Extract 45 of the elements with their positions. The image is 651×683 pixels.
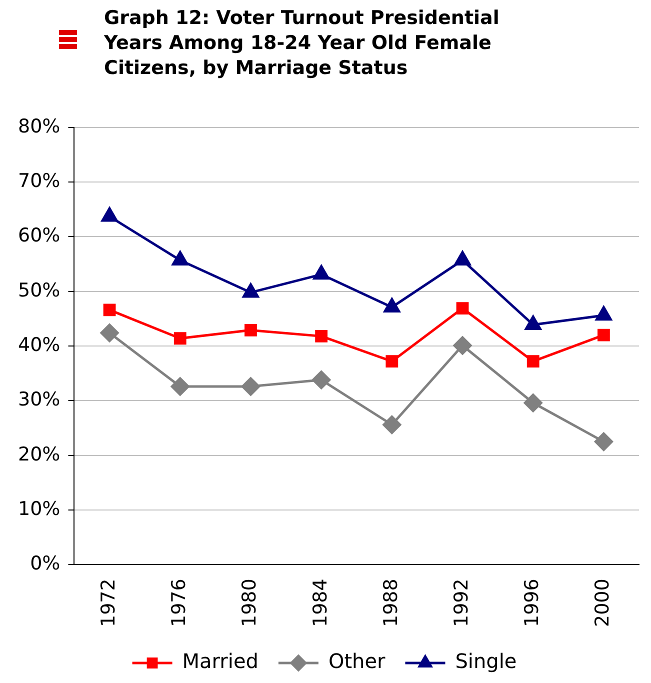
point xyxy=(315,330,328,342)
x-tick-label: 2000 xyxy=(592,578,614,628)
y-tick-label: 10% xyxy=(18,498,60,520)
point xyxy=(312,370,331,390)
point xyxy=(598,328,610,342)
x-tick-label: 1972 xyxy=(97,578,120,628)
point xyxy=(242,283,259,298)
y-tick-label: 50% xyxy=(18,279,60,302)
point xyxy=(453,336,472,355)
point xyxy=(313,265,330,280)
y-tick-label: 60% xyxy=(18,224,60,247)
y-tick-label: 30% xyxy=(18,388,60,411)
point xyxy=(172,250,188,266)
point xyxy=(454,250,471,266)
point xyxy=(524,394,542,412)
x-tick-label: 1984 xyxy=(309,578,332,628)
x-tick-label: 1996 xyxy=(521,578,544,628)
point xyxy=(382,415,402,434)
y-tick-label: 20% xyxy=(18,443,60,466)
legend-label: Married xyxy=(182,649,258,674)
chart-title: Graph 12: Voter Turnout Presidential Years Among 18-24 Year Old Female Citizens, by Marriage Status xyxy=(104,6,500,81)
x-tick-label: 1992 xyxy=(450,578,472,628)
point xyxy=(384,298,400,312)
point xyxy=(594,432,613,451)
point xyxy=(386,355,398,368)
x-tick-label: 1976 xyxy=(168,578,190,628)
point xyxy=(596,306,612,321)
point xyxy=(456,302,469,315)
point xyxy=(100,324,119,342)
point xyxy=(101,207,118,222)
point xyxy=(170,377,190,396)
x-tick-label: 1980 xyxy=(238,578,261,628)
point xyxy=(526,355,540,368)
x-tick-label: 1988 xyxy=(380,578,402,628)
point xyxy=(524,315,542,330)
y-tick-label: 40% xyxy=(18,334,60,356)
point xyxy=(103,304,116,316)
y-tick-label: 0% xyxy=(30,552,60,575)
point xyxy=(241,377,260,396)
y-tick-label: 70% xyxy=(18,170,60,192)
point xyxy=(244,324,257,336)
point xyxy=(174,332,186,345)
y-tick-label: 80% xyxy=(18,115,60,138)
legend-label: Single xyxy=(455,649,517,674)
legend-label: Other xyxy=(328,649,386,674)
